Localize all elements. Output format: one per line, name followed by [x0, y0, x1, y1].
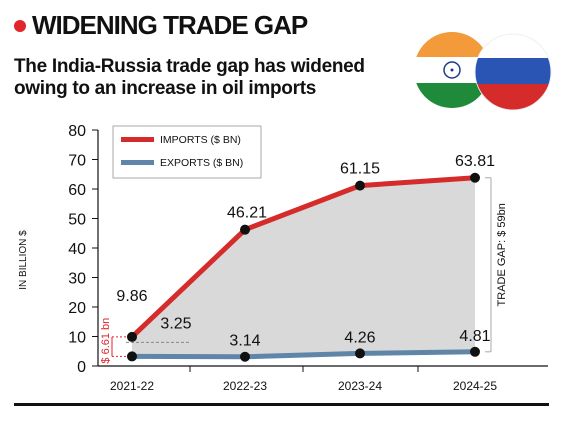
exports-data-label: 4.81: [459, 328, 490, 345]
bottom-rule: [14, 403, 549, 406]
legend-swatch-exports: [121, 160, 154, 165]
chart-subtitle: The India-Russia trade gap has widened o…: [14, 56, 365, 99]
exports-data-point: [470, 346, 480, 357]
imports-data-point: [470, 172, 480, 183]
legend: IMPORTS ($ BN) EXPORTS ($ BN): [112, 125, 262, 179]
imports-data-label: 63.81: [455, 153, 495, 170]
legend-label-exports: EXPORTS ($ BN): [160, 157, 243, 169]
imports-data-label: 61.15: [340, 161, 380, 178]
chart-title: WIDENING TRADE GAP: [32, 10, 308, 40]
exports-data-label: 3.14: [229, 333, 260, 350]
legend-box: [112, 125, 262, 179]
legend-label-imports: IMPORTS ($ BN): [160, 134, 241, 146]
trade-gap-area: [132, 177, 475, 357]
x-tick-label: 2023-24: [338, 379, 382, 393]
bullet-dot: [14, 19, 26, 32]
x-tick-label: 2021-22: [110, 379, 154, 393]
y-tick-label: 70: [68, 153, 86, 170]
gap-annotation-2021-22: $ 6.61 bn: [100, 318, 112, 364]
imports-series-line: [130, 175, 476, 339]
exports-data-point: [240, 351, 250, 362]
legend-swatch-imports: [121, 137, 154, 142]
y-tick-label: 10: [68, 330, 86, 347]
y-tick-label: 20: [68, 300, 86, 317]
y-tick-label: 0: [77, 359, 86, 376]
y-tick-label: 60: [68, 182, 86, 199]
x-tick-label: 2022-23: [223, 379, 267, 393]
x-tick-label: 2024-25: [453, 379, 497, 393]
y-tick-label: 30: [68, 271, 86, 288]
russia-flag-icon: [474, 33, 552, 111]
imports-data-label: 46.21: [227, 205, 267, 222]
exports-data-label: 4.26: [344, 329, 375, 346]
exports-data-point: [127, 351, 137, 362]
exports-data-label: 3.25: [160, 315, 191, 332]
y-tick-label: 40: [68, 241, 86, 258]
y-tick-label: 50: [68, 212, 86, 229]
imports-data-label: 9.86: [116, 288, 147, 305]
imports-data-point: [355, 180, 365, 191]
title-block: WIDENING TRADE GAP: [14, 10, 308, 41]
gap-annotation-2024-25: TRADE GAP: $ 59bn: [496, 203, 508, 306]
exports-series-line: [131, 349, 476, 360]
exports-data-point: [355, 348, 365, 359]
imports-data-point: [127, 331, 137, 342]
y-axis-label: IN BILLION $: [18, 230, 29, 290]
y-tick-label: 80: [68, 123, 86, 140]
imports-data-point: [240, 224, 250, 235]
